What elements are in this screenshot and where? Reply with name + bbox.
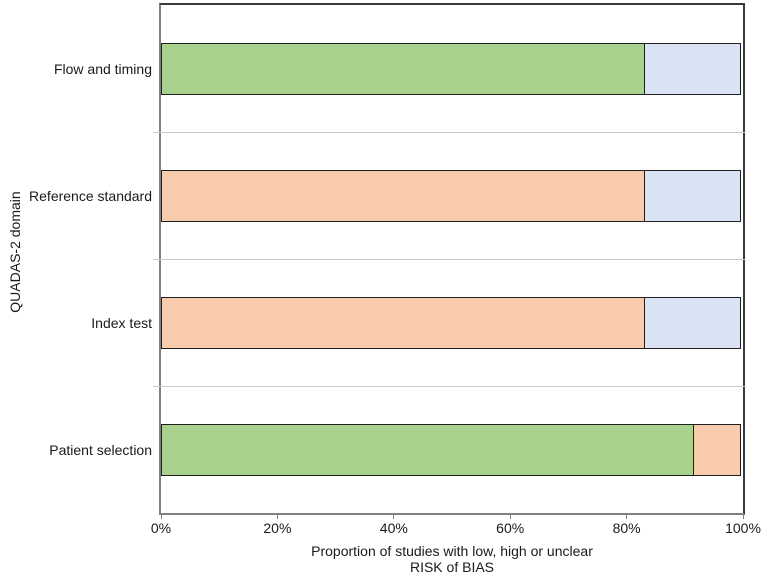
category-separator-gridline: [153, 131, 746, 133]
bar-row: [161, 169, 743, 222]
category-label: Reference standard: [29, 187, 152, 204]
category-label: Patient selection: [49, 441, 152, 458]
bar-segment-orange: [693, 423, 742, 476]
bar-segment-light-blue: [644, 42, 742, 95]
x-tick-label: 100%: [725, 520, 761, 536]
bar-segment-green: [161, 423, 695, 476]
x-tick-label: 80%: [612, 520, 641, 536]
x-tick: [160, 513, 162, 519]
x-tick-label: 40%: [379, 520, 408, 536]
x-tick-label: 0%: [150, 520, 172, 536]
x-tick-label: 60%: [496, 520, 525, 536]
bar-segment-orange: [161, 296, 646, 349]
x-axis-title-line1: Proportion of studies with low, high or …: [311, 543, 593, 559]
bar-row: [161, 296, 743, 349]
bar-segment-light-blue: [644, 296, 742, 349]
bar-segment-orange: [161, 169, 646, 222]
x-axis-title: Proportion of studies with low, high or …: [161, 543, 743, 575]
y-axis-title: QUADAS-2 domain: [7, 191, 23, 313]
bar-row: [161, 423, 743, 476]
x-axis-title-line2: RISK of BIAS: [409, 559, 495, 575]
bar-row: [161, 42, 743, 95]
category-separator-gridline: [153, 258, 746, 260]
x-tick: [509, 513, 511, 519]
x-tick: [626, 513, 628, 519]
x-tick: [393, 513, 395, 519]
category-label: Flow and timing: [53, 60, 152, 77]
bar-segment-green: [161, 42, 646, 95]
x-tick-label: 20%: [263, 520, 292, 536]
plot-area: [153, 3, 746, 515]
category-label: Index test: [91, 314, 152, 331]
bar-segment-light-blue: [644, 169, 742, 222]
x-tick: [742, 513, 744, 519]
category-separator-gridline: [153, 385, 746, 387]
x-tick: [276, 513, 278, 519]
